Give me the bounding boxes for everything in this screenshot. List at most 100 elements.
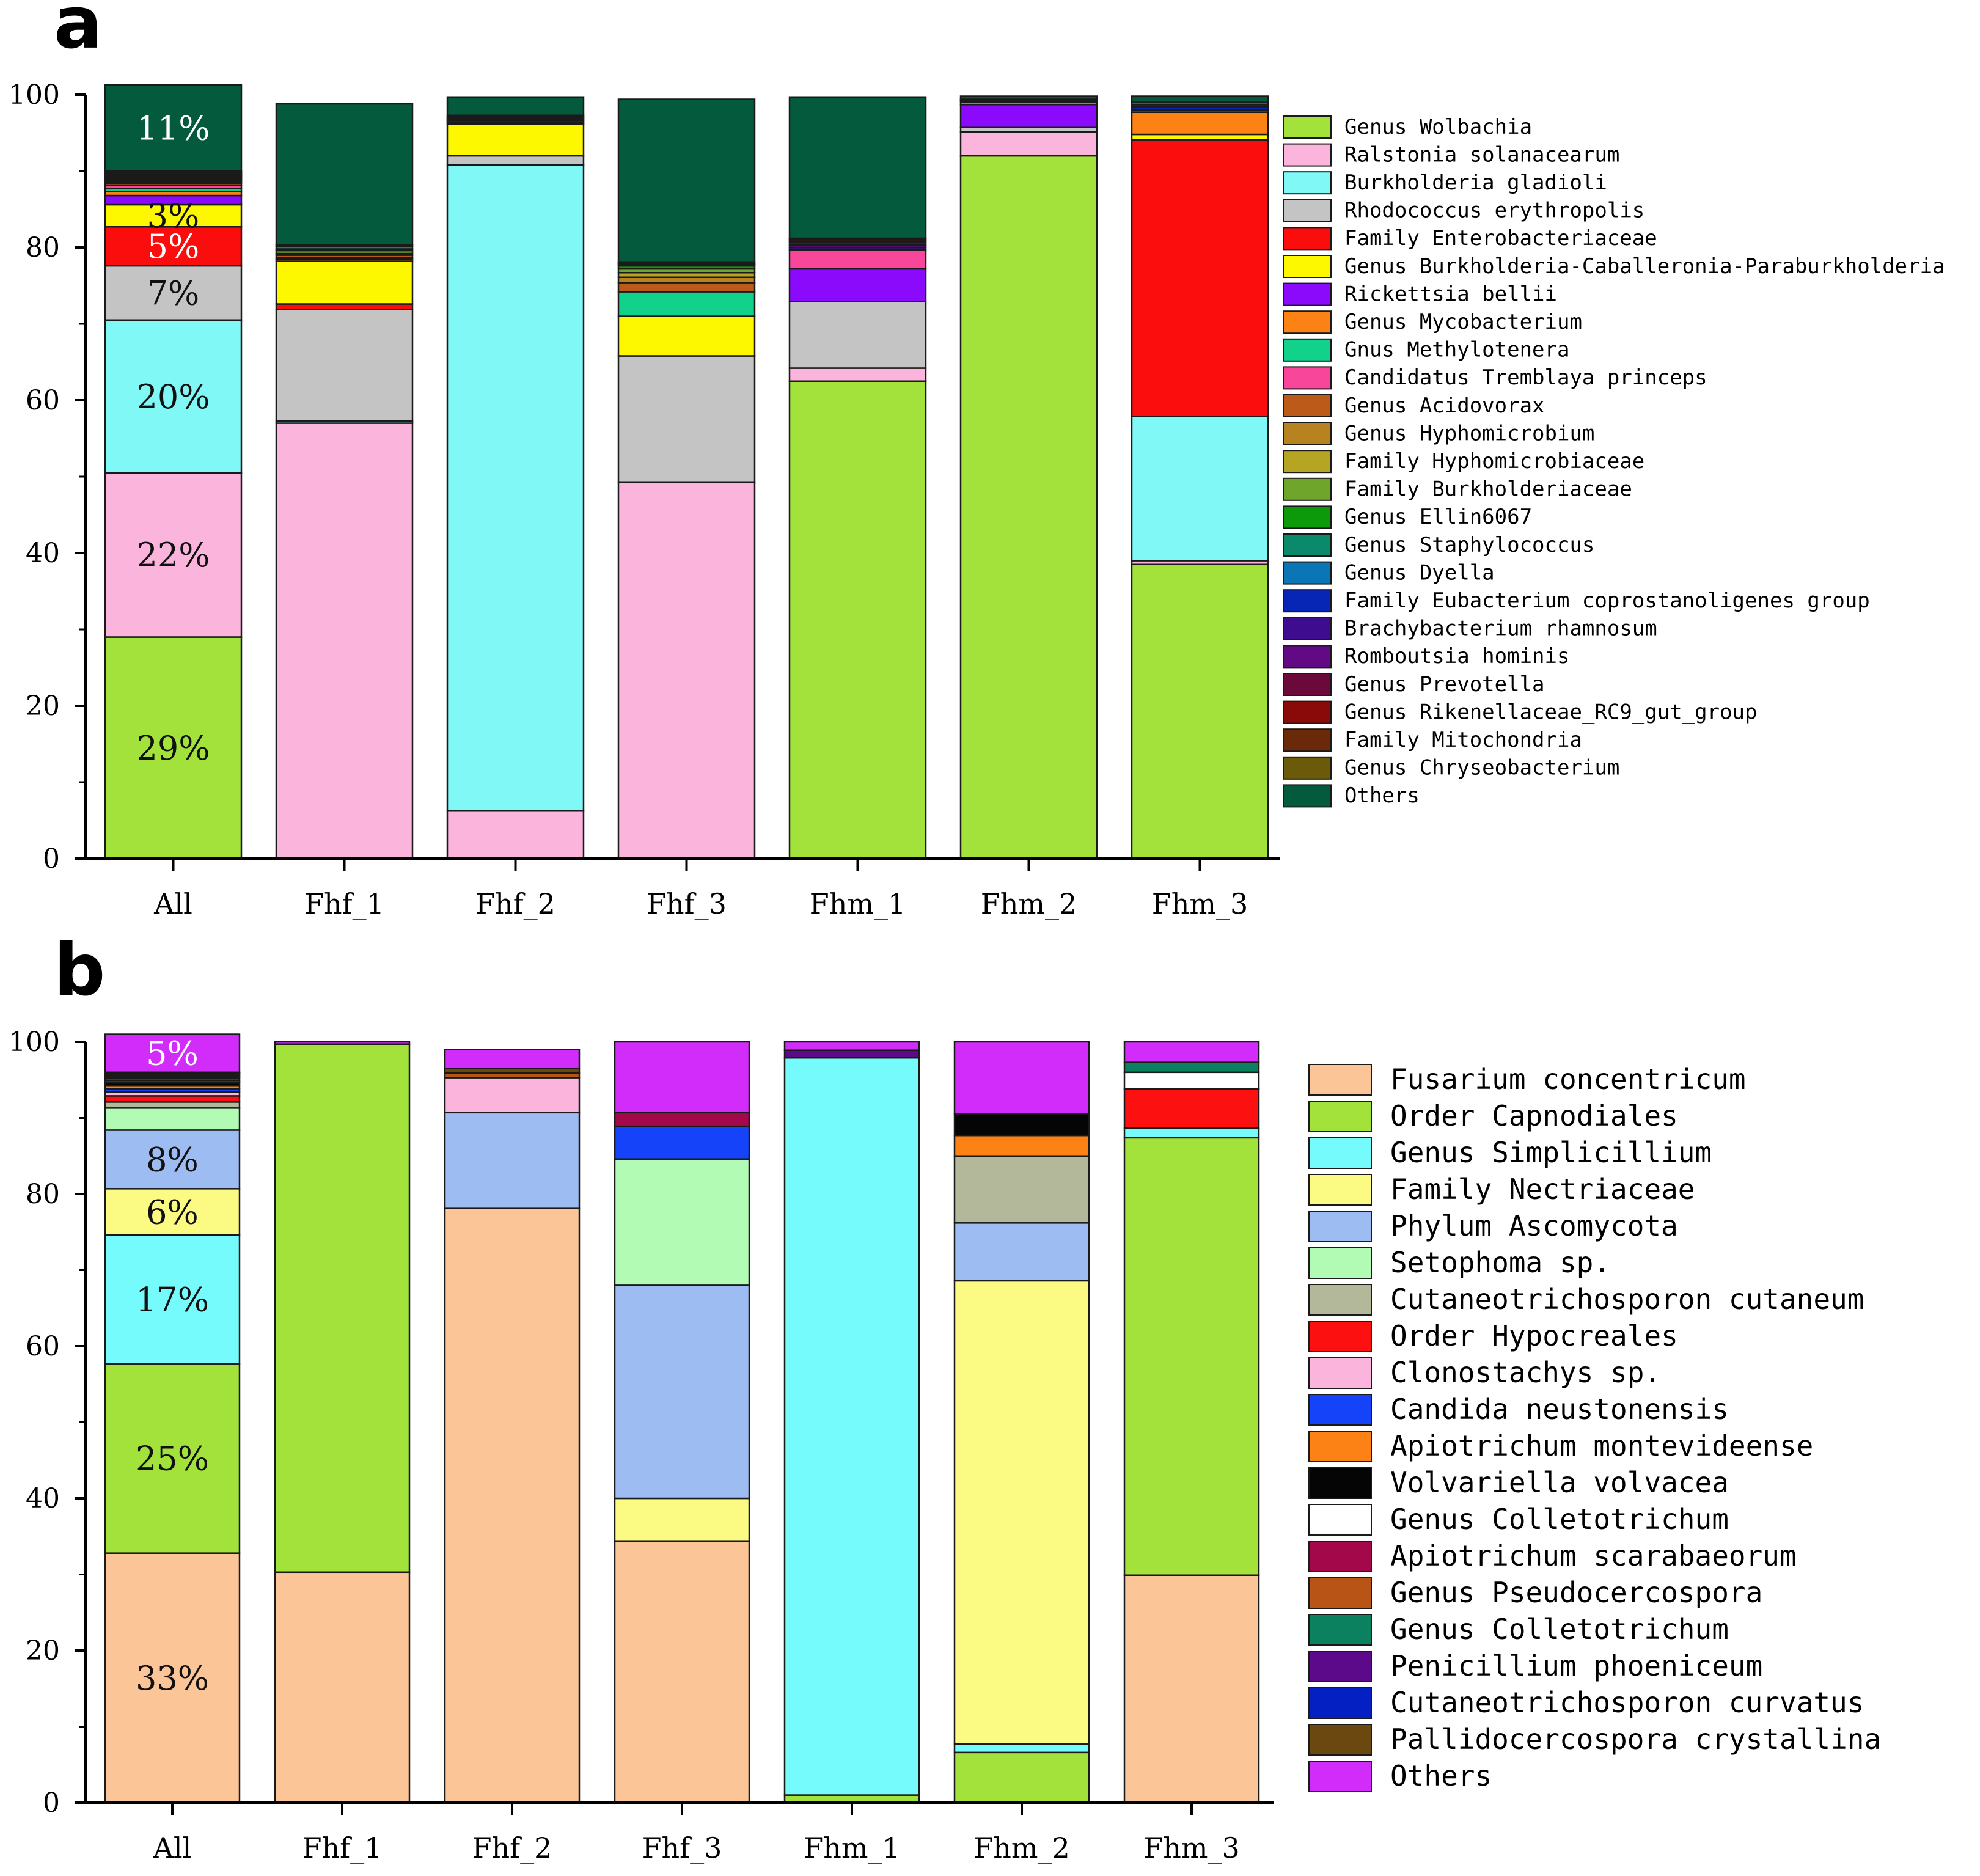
bar-label-All-0: 29% <box>136 729 210 768</box>
legend-swatch-3 <box>1308 1174 1372 1206</box>
x-tick-label-Fhm_3: Fhm_3 <box>1143 1831 1239 1864</box>
bar-label-All-5: 3% <box>147 197 200 235</box>
y-tick-label-40: 40 <box>26 1483 60 1514</box>
legend-swatch-13 <box>1283 477 1332 501</box>
bar-label-All-4: 5% <box>147 227 200 266</box>
bar-segment-Fhf_2-5 <box>446 123 585 157</box>
bar-segment-Fhf_3-13 <box>614 1112 750 1127</box>
legend: Genus Wolbachia Ralstonia solanacearum Bur… <box>1283 115 1945 808</box>
legend-swatch-13 <box>1308 1541 1372 1572</box>
legend-label-19: Romboutsia hominis <box>1344 644 1569 669</box>
panel-b-chart: 33% 25% 17% 6% 8% 5% 0 20 40 60 80 100 All Fhf_1 Fhf_2… <box>9 1027 1881 1864</box>
bar-label-All-2: 20% <box>136 378 210 416</box>
bar-segment-Fhf_1-4 <box>275 303 414 310</box>
bar-segment-Fhf_3-9 <box>614 1125 750 1160</box>
bar-segment-Fhm_3-2 <box>1131 416 1269 562</box>
legend-swatch-0 <box>1283 115 1332 139</box>
legend-label-10: Apiotrichum montevideense <box>1390 1429 1813 1462</box>
legend-label-11: Volvariella volvacea <box>1390 1466 1729 1499</box>
bar-segment-Fhf_1-5 <box>275 260 414 305</box>
legend-swatch-16 <box>1308 1651 1372 1682</box>
bar-segment-Fhm_3-15 <box>1123 1061 1260 1074</box>
bar-segment-Fhm_1-0 <box>788 380 927 860</box>
legend-label-19: Others <box>1390 1759 1492 1792</box>
bar-segment-Fhm_2-1 <box>959 131 1098 157</box>
legend-swatch-24 <box>1283 784 1332 808</box>
bar-segment-Fhm_2-2 <box>953 1743 1090 1754</box>
bar-label-All-5: 5% <box>146 1035 199 1073</box>
bar-label-All-1: 25% <box>136 1440 209 1478</box>
bar-segment-Fhm_2-11 <box>953 1113 1090 1137</box>
legend-label-6: Rickettsia bellii <box>1344 282 1557 306</box>
bar-segment-Fhf_3-10 <box>617 282 756 293</box>
bar-segment-Fhf_2-3 <box>446 155 585 166</box>
legend-label-7: Order Hypocreales <box>1390 1319 1678 1352</box>
legend-swatch-17 <box>1308 1687 1372 1719</box>
legend-label-0: Fusarium concentricum <box>1390 1063 1746 1096</box>
legend-swatch-10 <box>1283 394 1332 417</box>
legend-label-11: Genus Hyphomicrobium <box>1344 421 1594 445</box>
bar-segment-Fhm_1-2 <box>783 1057 920 1796</box>
x-tick-label-Fhf_1: Fhf_1 <box>302 1831 383 1864</box>
legend-swatch-22 <box>1283 728 1332 752</box>
bar-segment-All-2 <box>104 319 243 474</box>
bar-segment-All-0 <box>104 1552 241 1804</box>
bar-label-All-0: 33% <box>136 1659 209 1698</box>
legend-swatch-14 <box>1308 1577 1372 1609</box>
legend-swatch-1 <box>1308 1101 1372 1132</box>
bar-segment-Fhf_1-1 <box>275 422 414 860</box>
legend-swatch-16 <box>1283 561 1332 585</box>
legend-swatch-4 <box>1308 1211 1372 1242</box>
bar-label-All-6: 11% <box>136 109 210 147</box>
x-tick-label-Fhm_2: Fhm_2 <box>981 887 1077 920</box>
bar-segment-Fhm_3-7 <box>1123 1088 1260 1129</box>
x-tick-label-Fhm_1: Fhm_1 <box>804 1831 900 1864</box>
x-tick-label-Fhm_3: Fhm_3 <box>1152 887 1248 920</box>
legend-label-17: Family Eubacterium coprostanoligenes gro… <box>1344 588 1870 613</box>
y-tick-label-20: 20 <box>26 1635 60 1666</box>
bar-segment-Fhf_3-19 <box>614 1041 750 1114</box>
legend-swatch-18 <box>1308 1724 1372 1756</box>
bar-segment-Fhm_1-19 <box>783 1041 920 1051</box>
bar-segment-Fhm_1-6 <box>788 268 927 302</box>
bar-segment-All-7 <box>104 1095 241 1103</box>
bar-segment-Fhf_3-0 <box>614 1540 750 1804</box>
legend-label-2: Genus Simplicillium <box>1390 1136 1712 1169</box>
x-tick-label-Fhf_3: Fhf_3 <box>642 1831 722 1864</box>
legend-label-18: Brachybacterium rhamnosum <box>1344 617 1657 641</box>
bar-segment-Fhm_3-5 <box>1131 133 1269 141</box>
bar-segment-Fhm_2-3 <box>953 1280 1090 1745</box>
bar-segment-All-3 <box>104 265 243 321</box>
bar-segment-All-2 <box>104 1234 241 1365</box>
bar-segment-Fhm_2-24 <box>959 95 1098 100</box>
legend-label-9: Candidatus Tremblaya princeps <box>1344 365 1707 390</box>
bar-segment-Fhm_3-19 <box>1123 1041 1260 1063</box>
legend-label-9: Candida neustonensis <box>1390 1393 1729 1426</box>
legend-swatch-1 <box>1283 143 1332 167</box>
panel-letter-a: a <box>54 0 103 65</box>
legend-swatch-10 <box>1308 1431 1372 1462</box>
x-tick-label-Fhf_2: Fhf_2 <box>475 887 556 920</box>
y-tick-label-60: 60 <box>26 385 60 416</box>
bar-segment-Fhf_3-5 <box>614 1158 750 1286</box>
bar-segment-Fhf_1-1 <box>274 1043 411 1574</box>
legend-swatch-4 <box>1283 227 1332 251</box>
legend-label-7: Genus Mycobacterium <box>1344 310 1582 334</box>
legend-label-3: Rhodococcus erythropolis <box>1344 199 1645 223</box>
y-tick-label-0: 0 <box>43 843 60 874</box>
legend-label-23: Genus Chryseobacterium <box>1344 756 1619 780</box>
x-tick-label-Fhf_1: Fhf_1 <box>304 887 384 920</box>
legend-swatch-5 <box>1283 255 1332 278</box>
bar-segment-Fhf_1-24 <box>275 103 414 246</box>
legend-label-4: Phylum Ascomycota <box>1390 1209 1678 1242</box>
legend-swatch-15 <box>1308 1614 1372 1646</box>
bar-label-All-1: 22% <box>136 536 210 574</box>
bar-segment-Fhf_3-3 <box>614 1497 750 1542</box>
bar-segment-Fhf_3-11 <box>617 276 756 284</box>
legend-swatch-9 <box>1283 366 1332 390</box>
legend-label-6: Cutaneotrichosporon cutaneum <box>1390 1283 1864 1316</box>
x-tick-label-All: All <box>153 887 193 920</box>
bar-segment-Fhf_3-5 <box>617 315 756 357</box>
